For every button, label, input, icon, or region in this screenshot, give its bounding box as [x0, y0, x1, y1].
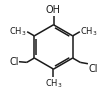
Text: CH$_3$: CH$_3$: [45, 78, 62, 90]
Text: Cl: Cl: [9, 57, 19, 67]
Text: Cl: Cl: [88, 64, 98, 74]
Text: OH: OH: [46, 5, 61, 15]
Text: CH$_3$: CH$_3$: [80, 25, 98, 38]
Text: CH$_3$: CH$_3$: [9, 25, 27, 38]
